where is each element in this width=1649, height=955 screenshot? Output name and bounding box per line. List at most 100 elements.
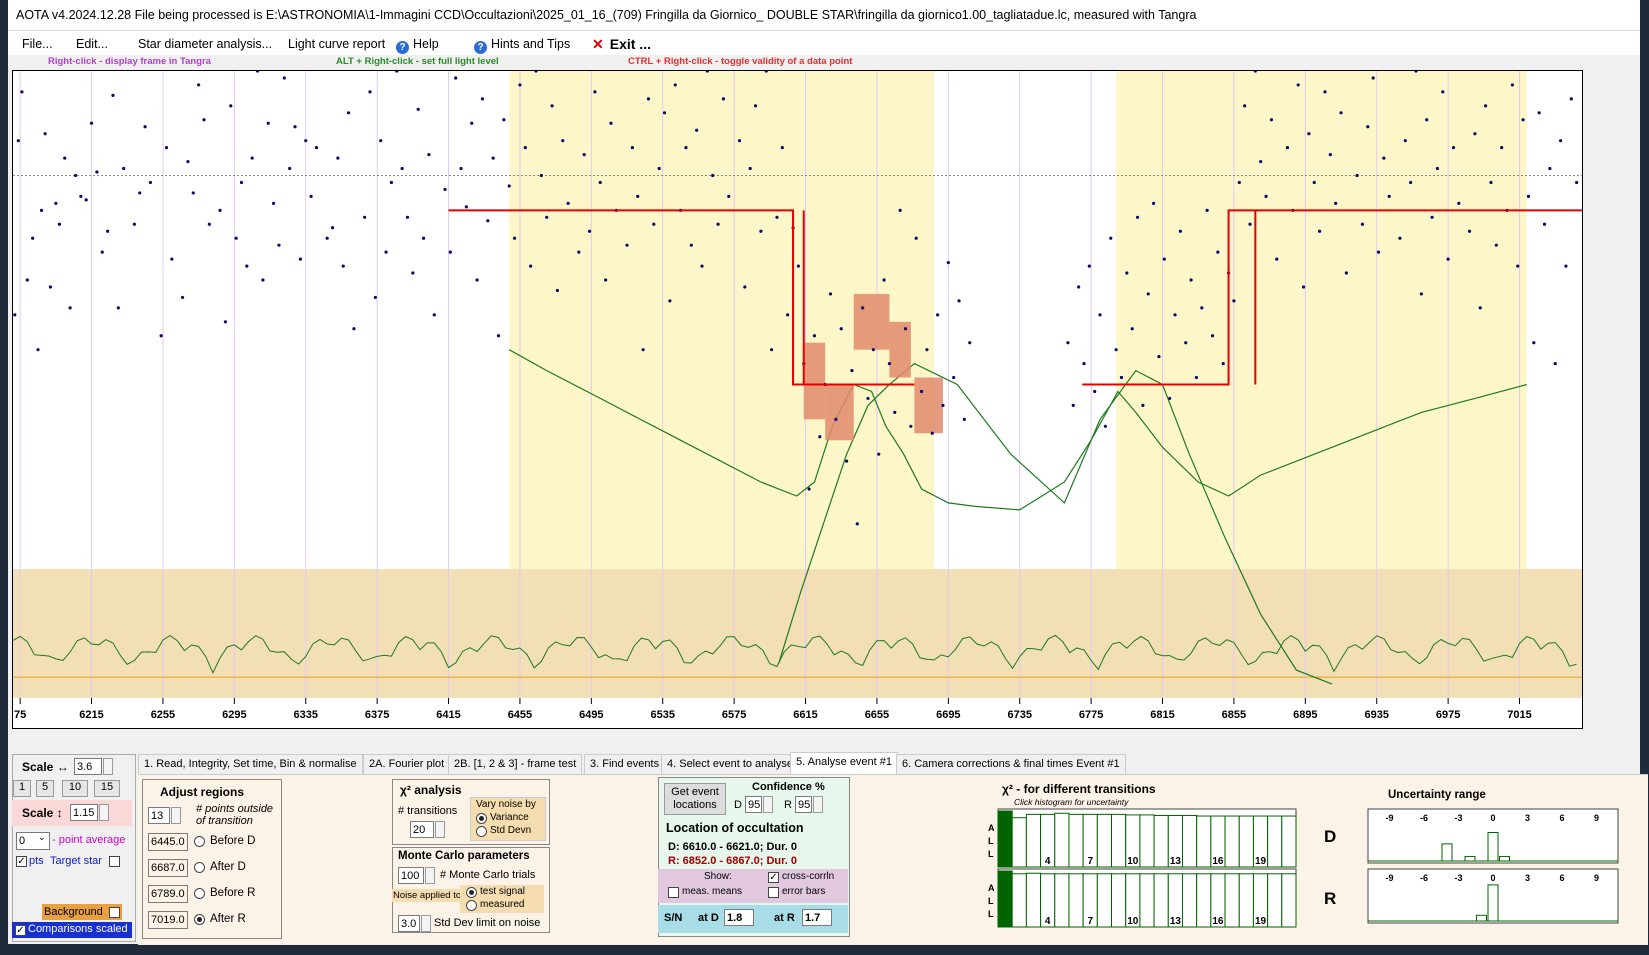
- data-point[interactable]: [1452, 146, 1455, 149]
- data-point[interactable]: [390, 181, 393, 184]
- data-point[interactable]: [1355, 174, 1358, 177]
- hist-d-bar[interactable]: [1140, 815, 1154, 867]
- hist-r-bar[interactable]: [1097, 874, 1111, 927]
- data-point[interactable]: [1436, 167, 1439, 170]
- data-point[interactable]: [872, 348, 875, 351]
- data-point[interactable]: [866, 397, 869, 400]
- data-point[interactable]: [925, 348, 928, 351]
- data-point[interactable]: [513, 237, 516, 240]
- pts-checkbox[interactable]: ✓: [16, 856, 27, 867]
- data-point[interactable]: [481, 97, 484, 100]
- data-point[interactable]: [690, 244, 693, 247]
- hist-r-bar[interactable]: [1154, 874, 1168, 927]
- data-point[interactable]: [556, 289, 559, 292]
- data-point[interactable]: [1521, 118, 1524, 121]
- monte-carlo-trials-stepper[interactable]: [425, 867, 435, 884]
- data-point[interactable]: [449, 251, 452, 254]
- tab-camera-corrections[interactable]: 6. Camera corrections & final times Even…: [896, 754, 1126, 774]
- data-point[interactable]: [952, 376, 955, 379]
- data-point[interactable]: [1559, 139, 1562, 142]
- menu-help[interactable]: ? Help: [396, 37, 439, 54]
- data-point[interactable]: [401, 167, 404, 170]
- data-point[interactable]: [1109, 237, 1112, 240]
- tab-frame-test[interactable]: 2B. [1, 2 & 3] - frame test: [448, 754, 582, 774]
- data-point[interactable]: [229, 104, 232, 107]
- data-point[interactable]: [743, 285, 746, 288]
- before-r-radio[interactable]: [194, 888, 205, 899]
- data-point[interactable]: [138, 191, 141, 194]
- data-point[interactable]: [1345, 271, 1348, 274]
- scale-h-input[interactable]: 3.6: [74, 758, 102, 775]
- data-point[interactable]: [299, 258, 302, 261]
- data-point[interactable]: [240, 181, 243, 184]
- data-point[interactable]: [599, 181, 602, 184]
- variance-radio[interactable]: [476, 813, 487, 824]
- data-point[interactable]: [411, 271, 414, 274]
- data-point[interactable]: [315, 146, 318, 149]
- data-point[interactable]: [492, 156, 495, 159]
- tab-find-events[interactable]: 3. Find events: [584, 754, 665, 774]
- data-point[interactable]: [143, 125, 146, 128]
- data-point[interactable]: [251, 156, 254, 159]
- data-point[interactable]: [379, 139, 382, 142]
- menu-edit[interactable]: Edit...: [76, 37, 108, 51]
- confidence-d-stepper[interactable]: [763, 796, 773, 813]
- data-point[interactable]: [502, 118, 505, 121]
- data-point[interactable]: [1270, 118, 1273, 121]
- std-dev-limit-input[interactable]: 3.0: [398, 915, 420, 932]
- data-point[interactable]: [652, 223, 655, 226]
- data-point[interactable]: [149, 181, 152, 184]
- hist-r-bar[interactable]: [1112, 874, 1126, 927]
- data-point[interactable]: [550, 104, 553, 107]
- data-point[interactable]: [459, 167, 462, 170]
- data-point[interactable]: [1382, 156, 1385, 159]
- hist-d-bar[interactable]: [1069, 814, 1083, 867]
- std-dev-limit-stepper[interactable]: [421, 915, 431, 932]
- data-point[interactable]: [85, 198, 88, 201]
- data-point[interactable]: [727, 195, 730, 198]
- data-point[interactable]: [261, 278, 264, 281]
- data-point[interactable]: [1173, 313, 1176, 316]
- data-point[interactable]: [668, 299, 671, 302]
- data-point[interactable]: [288, 167, 291, 170]
- data-point[interactable]: [1238, 181, 1241, 184]
- hist-r-bar[interactable]: [1055, 874, 1069, 927]
- hist-d-bar[interactable]: [1268, 816, 1282, 867]
- data-point[interactable]: [1206, 209, 1209, 212]
- data-point[interactable]: [1152, 202, 1155, 205]
- scale-v-stepper[interactable]: [99, 804, 109, 821]
- data-point[interactable]: [625, 244, 628, 247]
- hist-r-bar[interactable]: [1012, 874, 1026, 927]
- hist-d-bar[interactable]: [1012, 818, 1026, 867]
- after-d-radio[interactable]: [194, 862, 205, 873]
- zoom-1-button[interactable]: 1: [13, 780, 31, 797]
- data-point[interactable]: [1264, 195, 1267, 198]
- before-r-value[interactable]: 6789.0: [148, 885, 188, 903]
- data-point[interactable]: [834, 418, 837, 421]
- data-point[interactable]: [406, 216, 409, 219]
- data-point[interactable]: [26, 278, 29, 281]
- data-point[interactable]: [1259, 160, 1262, 163]
- hist-r-bar[interactable]: [1140, 874, 1154, 927]
- data-point[interactable]: [1484, 104, 1487, 107]
- hist-d-bar[interactable]: [1182, 815, 1196, 867]
- data-point[interactable]: [1532, 341, 1535, 344]
- data-point[interactable]: [465, 205, 468, 208]
- hist-d-bar[interactable]: [1225, 816, 1239, 867]
- data-point[interactable]: [117, 306, 120, 309]
- data-point[interactable]: [1495, 244, 1498, 247]
- points-outside-input[interactable]: 13: [148, 807, 170, 824]
- data-point[interactable]: [518, 83, 521, 86]
- data-point[interactable]: [636, 195, 639, 198]
- data-point[interactable]: [74, 174, 77, 177]
- data-point[interactable]: [395, 71, 398, 73]
- data-point[interactable]: [272, 202, 275, 205]
- data-point[interactable]: [283, 76, 286, 79]
- data-point[interactable]: [1398, 237, 1401, 240]
- target-star-checkbox[interactable]: [109, 856, 120, 867]
- data-point[interactable]: [829, 292, 832, 295]
- hist-d-bar[interactable]: [1055, 813, 1069, 867]
- data-point[interactable]: [1275, 258, 1278, 261]
- data-point[interactable]: [1248, 223, 1251, 226]
- data-point[interactable]: [947, 261, 950, 264]
